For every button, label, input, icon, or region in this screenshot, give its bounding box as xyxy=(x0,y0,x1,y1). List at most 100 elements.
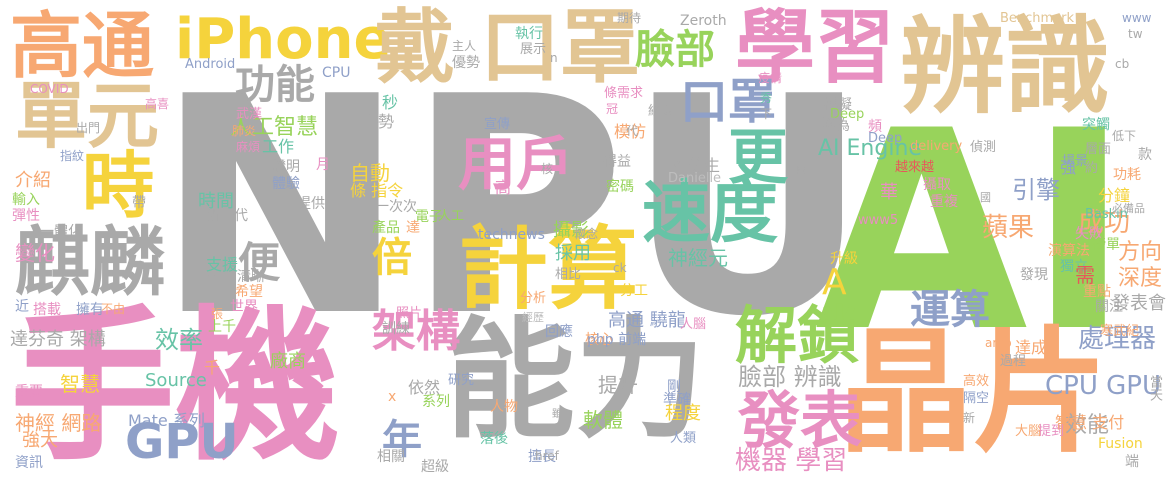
cloud-word: 得益 xyxy=(603,154,631,170)
cloud-word: 功能 xyxy=(235,62,315,108)
cloud-word: 升級 xyxy=(830,251,858,267)
cloud-word: A 仿生 xyxy=(672,156,721,175)
cloud-word: Baskin xyxy=(1085,207,1129,222)
cloud-word: 兩 xyxy=(795,161,809,177)
cloud-word: 華 xyxy=(880,182,898,203)
cloud-word: 端 xyxy=(1125,454,1139,470)
cloud-word: 照片 xyxy=(396,306,423,321)
cloud-word: 武漢 xyxy=(236,107,263,122)
cloud-word: Mate 系列 xyxy=(128,411,205,430)
cloud-word: 冠 xyxy=(606,102,619,116)
cloud-word: 提升 xyxy=(598,373,638,397)
cloud-word: 出門 xyxy=(76,121,101,135)
cloud-word: 高 xyxy=(495,178,512,197)
cloud-word: 提到 xyxy=(1038,424,1065,439)
cloud-word: 懷念 xyxy=(574,227,599,241)
cloud-word: Zeroth xyxy=(680,13,727,29)
cloud-word: 臉部 辨識 xyxy=(738,363,842,391)
cloud-word: 大腦 xyxy=(1015,424,1042,439)
cloud-word: 臉部 xyxy=(635,27,715,73)
cloud-word: Source xyxy=(145,370,207,391)
cloud-word: 高通 驍龍 xyxy=(608,310,686,331)
cloud-word: 深度 xyxy=(1118,266,1163,291)
cloud-word: 介紹 xyxy=(15,170,51,191)
cloud-word: 相關 xyxy=(377,449,405,465)
cloud-word: 方向 xyxy=(1118,240,1163,265)
cloud-word: 運算 xyxy=(910,287,990,333)
cloud-word: 分鐘 xyxy=(1098,186,1131,205)
cloud-word: 發現 xyxy=(1020,267,1048,283)
cloud-word: 系列 xyxy=(422,394,450,410)
cloud-word: 核 xyxy=(541,162,554,176)
cloud-word: 不由 xyxy=(101,302,126,316)
cloud-word: 寒武紀 xyxy=(1100,324,1140,339)
cloud-word: tw xyxy=(1128,27,1143,41)
cloud-word: AI xyxy=(815,72,1131,392)
cloud-word: 口罩 xyxy=(480,1,640,94)
cloud-word: 需 xyxy=(1075,263,1095,287)
cloud-word: 資訊 xyxy=(15,455,43,471)
cloud-word: 必備品 xyxy=(1112,202,1145,215)
cloud-word: 工作 xyxy=(262,137,295,156)
cloud-word: 重複 xyxy=(930,194,958,210)
cloud-word: 蘋果 xyxy=(982,213,1035,243)
cloud-word: 期待 xyxy=(617,11,642,25)
cloud-word: technews xyxy=(478,227,545,243)
cloud-word: 頻 xyxy=(868,119,882,135)
cloud-word: Benchmark xyxy=(1000,11,1075,26)
cloud-word: 款 xyxy=(1138,147,1152,163)
cloud-word: Deep xyxy=(868,131,903,146)
cloud-word: 密碼 xyxy=(606,179,634,195)
cloud-word: 依然 xyxy=(408,378,441,397)
cloud-word: 榜單 xyxy=(1092,237,1120,253)
cloud-word: 層面 xyxy=(1085,142,1112,157)
cloud-word: 下 xyxy=(760,107,773,121)
cloud-word: 執行 xyxy=(515,26,543,42)
cloud-word: amp xyxy=(985,336,1012,350)
cloud-word: 攝取 xyxy=(923,177,951,193)
cloud-word: 搭載 xyxy=(33,302,61,318)
cloud-word: 成功 xyxy=(1078,208,1131,238)
cloud-word: 主人 xyxy=(452,39,477,53)
cloud-word: 產品 xyxy=(372,220,400,236)
cloud-word: 效率 xyxy=(155,326,203,354)
cloud-word: www5 xyxy=(858,213,899,228)
cloud-word: Deep xyxy=(830,107,865,122)
cloud-word: 回應 xyxy=(545,324,573,340)
cloud-word: 神經 網路 xyxy=(15,411,102,435)
cloud-word: 倍 xyxy=(372,235,412,281)
cloud-word: 體驗 xyxy=(272,176,300,192)
cloud-word: delivery xyxy=(910,139,963,154)
cloud-word: 帶 xyxy=(132,195,146,211)
cloud-word: 時 xyxy=(82,144,155,228)
cloud-word: php 前端 xyxy=(587,332,647,348)
cloud-word: 研究 xyxy=(448,373,475,388)
cloud-word: 功耗 xyxy=(1113,167,1141,183)
cloud-word: 能力 xyxy=(445,304,706,456)
cloud-word: 電子 xyxy=(415,209,443,225)
cloud-word: 變化 xyxy=(15,241,55,265)
cloud-word: x xyxy=(388,389,397,405)
cloud-word: 肺炎 xyxy=(232,124,257,138)
cloud-word: 攝影 xyxy=(553,220,589,241)
cloud-word: 輸入 xyxy=(12,192,40,208)
cloud-word: 展示 xyxy=(520,42,547,57)
cloud-word: 宣傳 xyxy=(484,117,511,132)
cloud-word: 程度 xyxy=(665,403,701,424)
cloud-word: 模仿 xyxy=(614,122,647,141)
cloud-word: 手機 xyxy=(10,291,340,482)
cloud-word: COVID xyxy=(30,82,69,96)
cloud-word: 發表 xyxy=(738,384,863,457)
cloud-word: 失敗 xyxy=(1075,226,1103,242)
cloud-word: 彈性 xyxy=(12,208,40,224)
cloud-word: 支援 xyxy=(206,255,239,274)
cloud-word: 希望 xyxy=(235,284,263,300)
cloud-word: 強 xyxy=(1060,158,1077,177)
cloud-word: 疫情 xyxy=(758,71,783,85)
cloud-word: 麒麟 xyxy=(15,218,166,306)
cloud-word: 越來越 xyxy=(895,160,935,175)
cloud-word: 高通 xyxy=(10,4,155,88)
cloud-word: 雖 xyxy=(552,409,562,420)
cloud-word: 機器 學習 xyxy=(735,446,848,476)
